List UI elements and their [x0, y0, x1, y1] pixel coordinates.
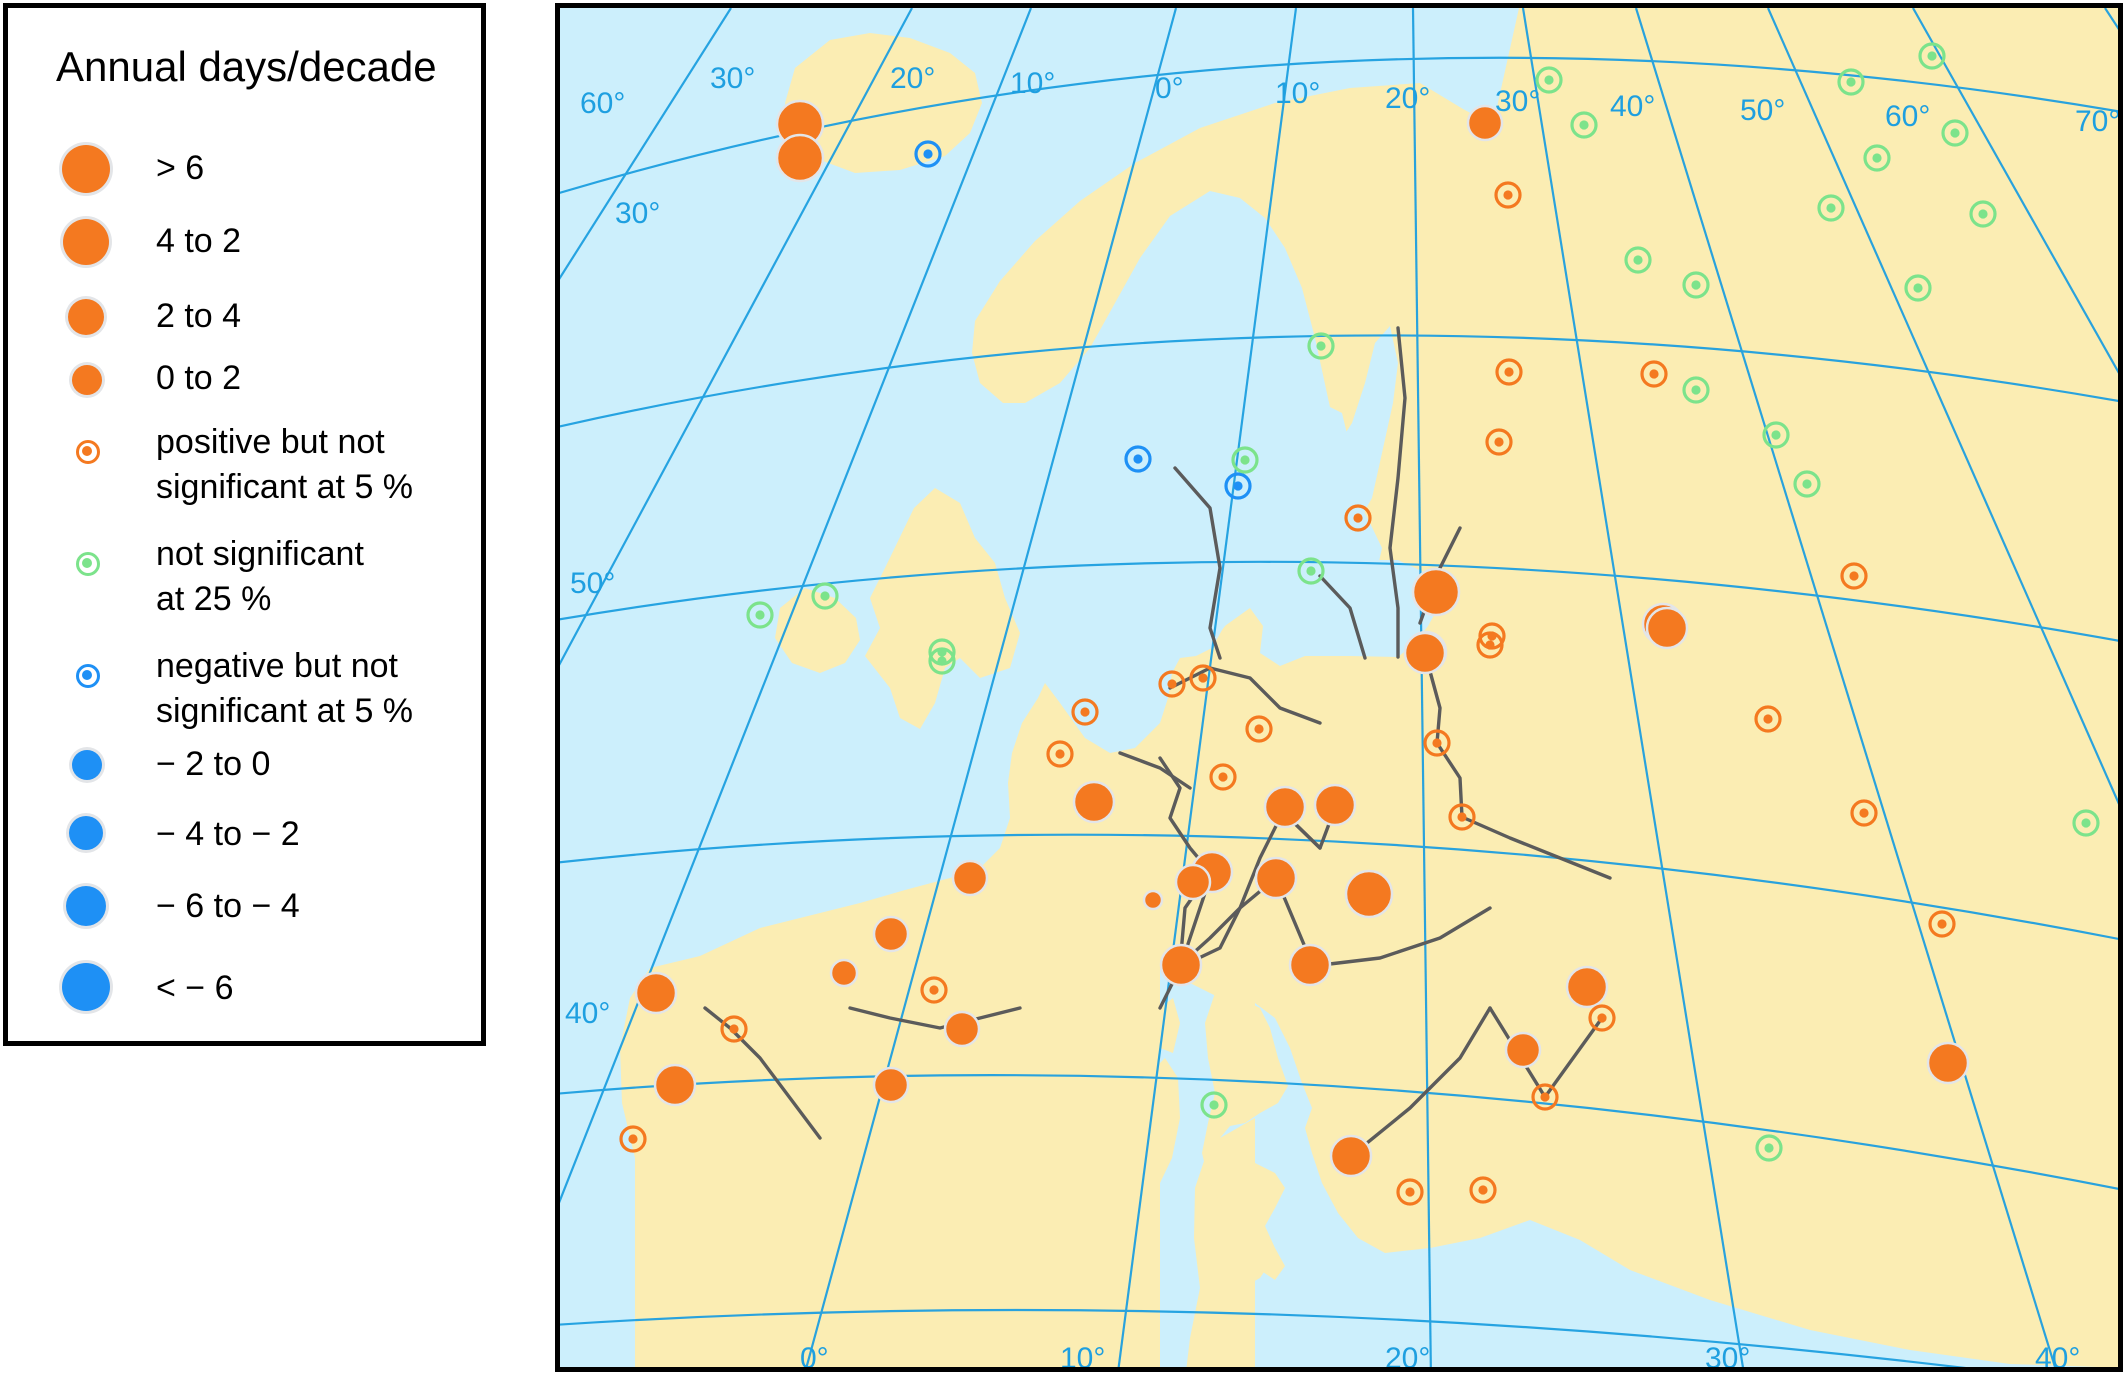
svg-text:30°: 30°: [615, 197, 660, 230]
svg-text:0°: 0°: [1155, 72, 1184, 105]
svg-text:0°: 0°: [800, 1342, 829, 1372]
svg-text:30°: 30°: [1705, 1342, 1750, 1372]
svg-text:10°: 10°: [1060, 1342, 1105, 1372]
svg-text:50°: 50°: [570, 567, 615, 600]
svg-text:30°: 30°: [1495, 85, 1540, 118]
svg-text:20°: 20°: [1385, 82, 1430, 115]
svg-text:60°: 60°: [1885, 100, 1930, 133]
svg-text:70°: 70°: [2075, 105, 2120, 138]
svg-text:40°: 40°: [2035, 1342, 2080, 1372]
svg-text:40°: 40°: [565, 997, 610, 1030]
svg-text:10°: 10°: [1010, 67, 1055, 100]
svg-text:20°: 20°: [890, 62, 935, 95]
svg-text:20°: 20°: [1385, 1342, 1430, 1372]
svg-text:60°: 60°: [580, 87, 625, 120]
svg-text:50°: 50°: [1740, 94, 1785, 127]
svg-text:10°: 10°: [1275, 77, 1320, 110]
svg-text:30°: 30°: [710, 62, 755, 95]
svg-text:40°: 40°: [1610, 90, 1655, 123]
